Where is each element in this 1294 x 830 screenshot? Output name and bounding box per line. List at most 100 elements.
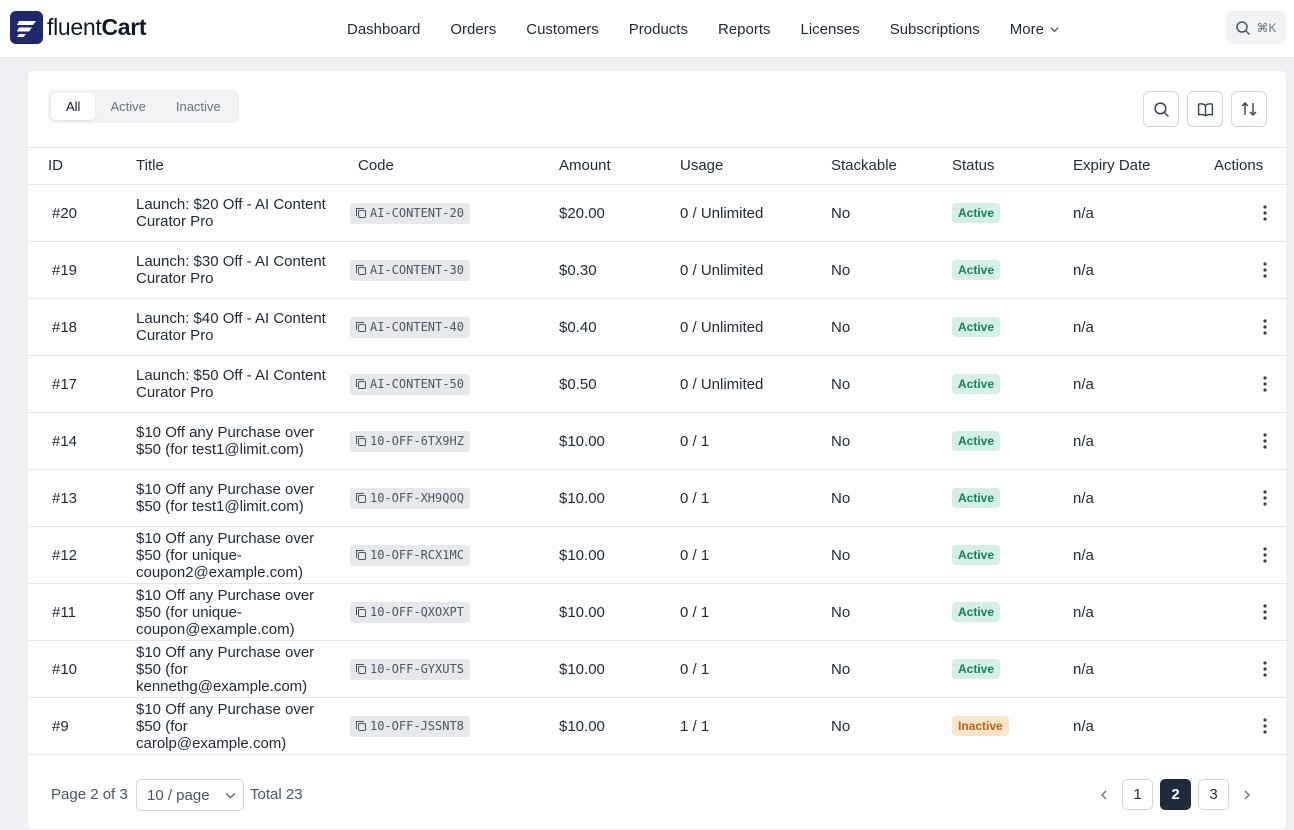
coupon-usage: 0 / 1 bbox=[680, 603, 710, 621]
coupon-title-line: $10 Off any Purchase over bbox=[136, 700, 315, 718]
table-row[interactable]: #14 $10 Off any Purchase over $50 (for tes… bbox=[28, 413, 1288, 470]
coupon-amount: $10.00 bbox=[559, 546, 605, 564]
nav-licenses[interactable]: Licenses bbox=[800, 20, 860, 38]
column-header-id[interactable]: ID bbox=[48, 157, 63, 174]
column-header-code[interactable]: Code bbox=[358, 157, 394, 174]
coupon-code-copy-chip[interactable]: 10-OFF-6TX9HZ bbox=[350, 430, 470, 452]
table-row[interactable]: #12 $10 Off any Purchase over $50 (for uni… bbox=[28, 527, 1288, 584]
coupon-title-line: $10 Off any Purchase over bbox=[136, 529, 315, 547]
row-actions-button[interactable] bbox=[1257, 600, 1273, 624]
coupon-usage: 0 / 1 bbox=[680, 660, 710, 678]
row-actions-button[interactable] bbox=[1257, 486, 1273, 510]
more-vertical-icon bbox=[1263, 490, 1267, 506]
nav-more[interactable]: More bbox=[995, 21, 1075, 38]
coupon-title-line: Curator Pro bbox=[136, 213, 214, 230]
page-button-2[interactable]: 2 bbox=[1160, 779, 1191, 810]
row-actions-cell bbox=[1257, 299, 1273, 355]
row-actions-button[interactable] bbox=[1257, 429, 1273, 453]
column-header-title[interactable]: Title bbox=[136, 157, 164, 174]
coupon-status-cell: Active bbox=[952, 584, 1001, 640]
coupon-title-line: $50 (for test1@limit.com) bbox=[136, 498, 304, 515]
coupon-code-copy-chip[interactable]: 10-OFF-XH9QOQ bbox=[350, 487, 470, 509]
brand-logo[interactable]: fluentCart bbox=[10, 11, 147, 44]
coupon-title: Launch: $40 Off - AI Content Curator Pro bbox=[136, 299, 346, 355]
coupon-code-copy-chip[interactable]: 10-OFF-JSSNT8 bbox=[350, 715, 470, 737]
table-row[interactable]: #20 Launch: $20 Off - AI Content Curator P… bbox=[28, 185, 1288, 242]
table-row[interactable]: #10 $10 Off any Purchase over $50 (for kenn… bbox=[28, 641, 1288, 698]
coupon-id: #17 bbox=[52, 375, 78, 393]
sort-button[interactable] bbox=[1231, 91, 1267, 127]
row-actions-cell bbox=[1257, 584, 1273, 640]
coupon-code-copy-chip[interactable]: 10-OFF-GYXUTS bbox=[350, 658, 470, 680]
table-row[interactable]: #19 Launch: $30 Off - AI Content Curator P… bbox=[28, 242, 1288, 299]
copy-icon bbox=[356, 436, 366, 446]
coupon-title-line: $10 Off any Purchase over bbox=[136, 586, 315, 604]
tab-all[interactable]: All bbox=[51, 93, 96, 120]
nav-subscriptions[interactable]: Subscriptions bbox=[889, 20, 980, 38]
copy-icon bbox=[356, 607, 366, 617]
status-filter-tabs: All Active Inactive bbox=[48, 90, 239, 123]
coupon-code-copy-chip[interactable]: AI-CONTENT-40 bbox=[350, 316, 470, 338]
global-search-button[interactable]: ⌘K bbox=[1226, 11, 1286, 44]
nav-reports[interactable]: Reports bbox=[717, 20, 771, 38]
brand-name: fluentCart bbox=[47, 14, 147, 41]
table-row[interactable]: #9 $10 Off any Purchase over $50 (for carol… bbox=[28, 698, 1288, 755]
row-actions-button[interactable] bbox=[1257, 657, 1273, 681]
column-header-expiry-date[interactable]: Expiry Date bbox=[1073, 157, 1151, 174]
per-page-select[interactable]: 10 / page bbox=[136, 779, 244, 811]
next-page-button[interactable] bbox=[1236, 779, 1258, 810]
tab-inactive[interactable]: Inactive bbox=[175, 99, 221, 114]
column-header-stackable[interactable]: Stackable bbox=[831, 157, 897, 174]
search-button[interactable] bbox=[1143, 91, 1179, 127]
coupons-card: All Active Inactive ID Title Code Amount… bbox=[27, 70, 1288, 830]
column-header-usage[interactable]: Usage bbox=[680, 157, 724, 174]
table-row[interactable]: #13 $10 Off any Purchase over $50 (for tes… bbox=[28, 470, 1288, 527]
coupon-code: 10-OFF-GYXUTS bbox=[370, 662, 464, 676]
row-actions-button[interactable] bbox=[1257, 258, 1273, 282]
column-header-status[interactable]: Status bbox=[952, 157, 995, 174]
table-row[interactable]: #11 $10 Off any Purchase over $50 (for uni… bbox=[28, 584, 1288, 641]
search-icon bbox=[1236, 20, 1251, 35]
row-actions-button[interactable] bbox=[1257, 372, 1273, 396]
coupon-title-line: Curator Pro bbox=[136, 270, 214, 287]
table-row[interactable]: #18 Launch: $40 Off - AI Content Curator P… bbox=[28, 299, 1288, 356]
chevron-right-icon bbox=[1244, 790, 1250, 799]
coupon-title-line: $50 (for unique- bbox=[136, 546, 242, 564]
coupon-title-text: $10 Off any Purchase over $50 (for carolp@… bbox=[136, 701, 314, 752]
prev-page-button[interactable] bbox=[1093, 779, 1115, 810]
row-actions-cell bbox=[1257, 242, 1273, 298]
chevron-down-icon bbox=[225, 792, 236, 799]
coupon-usage: 0 / Unlimited bbox=[680, 375, 764, 393]
coupon-code-copy-chip[interactable]: AI-CONTENT-50 bbox=[350, 373, 470, 395]
nav-orders[interactable]: Orders bbox=[450, 20, 497, 38]
row-actions-button[interactable] bbox=[1257, 201, 1273, 225]
coupon-code: 10-OFF-JSSNT8 bbox=[370, 719, 464, 733]
coupon-title: Launch: $50 Off - AI Content Curator Pro bbox=[136, 356, 346, 412]
coupon-usage: 0 / Unlimited bbox=[680, 204, 764, 222]
page-button-1[interactable]: 1 bbox=[1122, 779, 1153, 810]
nav-customers[interactable]: Customers bbox=[526, 20, 599, 38]
coupon-code: 10-OFF-6TX9HZ bbox=[370, 434, 464, 448]
row-actions-button[interactable] bbox=[1257, 315, 1273, 339]
coupon-usage: 0 / 1 bbox=[680, 432, 710, 450]
coupon-code-copy-chip[interactable]: 10-OFF-RCX1MC bbox=[350, 544, 470, 566]
chevron-left-icon bbox=[1101, 790, 1107, 799]
coupon-code-copy-chip[interactable]: AI-CONTENT-30 bbox=[350, 259, 470, 281]
coupon-code-copy-chip[interactable]: AI-CONTENT-20 bbox=[350, 202, 470, 224]
nav-dashboard[interactable]: Dashboard bbox=[347, 20, 421, 38]
coupon-code: AI-CONTENT-20 bbox=[370, 206, 464, 220]
coupon-usage: 1 / 1 bbox=[680, 717, 710, 735]
coupon-title-text: $10 Off any Purchase over $50 (for test1@… bbox=[136, 481, 314, 515]
docs-button[interactable] bbox=[1187, 91, 1223, 127]
coupon-title-line: $10 Off any Purchase over bbox=[136, 424, 315, 441]
page-button-3[interactable]: 3 bbox=[1198, 779, 1229, 810]
coupon-usage: 0 / 1 bbox=[680, 546, 710, 564]
column-header-amount[interactable]: Amount bbox=[559, 157, 611, 174]
tab-active[interactable]: Active bbox=[110, 99, 146, 114]
coupon-code-copy-chip[interactable]: 10-OFF-QXOXPT bbox=[350, 601, 470, 623]
coupon-code: 10-OFF-QXOXPT bbox=[370, 605, 464, 619]
table-row[interactable]: #17 Launch: $50 Off - AI Content Curator P… bbox=[28, 356, 1288, 413]
row-actions-button[interactable] bbox=[1257, 714, 1273, 738]
row-actions-button[interactable] bbox=[1257, 543, 1273, 567]
nav-products[interactable]: Products bbox=[628, 20, 688, 38]
